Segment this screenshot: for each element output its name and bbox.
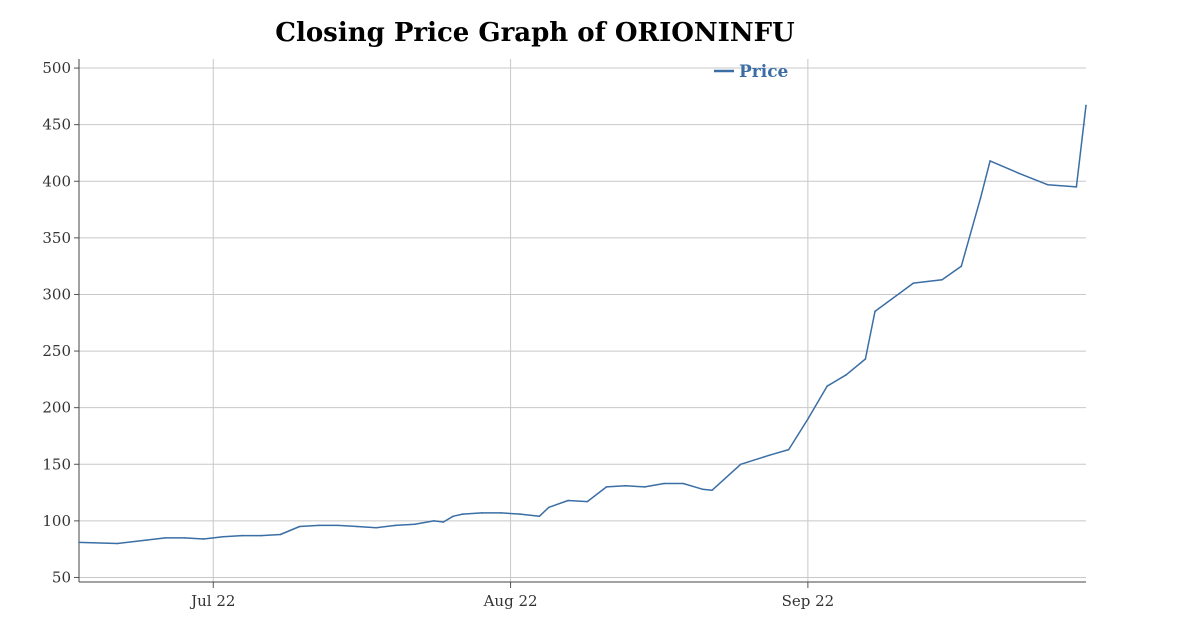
data-point <box>979 197 982 200</box>
data-point <box>989 160 991 162</box>
y-tick-label: 50 <box>52 568 71 586</box>
data-point <box>826 385 828 387</box>
y-tick-label: 150 <box>42 455 71 473</box>
data-point <box>845 374 848 376</box>
data-point <box>768 454 771 457</box>
y-tick-label: 200 <box>42 399 71 417</box>
data-point <box>433 520 435 522</box>
data-point <box>145 539 147 541</box>
data-point <box>874 310 876 313</box>
data-point <box>317 524 320 527</box>
chart-title: Closing Price Graph of ORIONINFU <box>275 18 795 48</box>
data-point <box>624 484 627 487</box>
data-point <box>787 448 790 451</box>
data-point <box>663 482 665 485</box>
data-point <box>78 541 80 544</box>
x-tick-label: Aug 22 <box>483 592 538 610</box>
data-point <box>807 418 809 420</box>
data-point <box>739 463 742 466</box>
data-point <box>711 489 713 492</box>
data-point <box>912 282 915 284</box>
data-point <box>375 526 378 529</box>
series-line-price <box>78 105 1087 545</box>
data-point <box>960 265 963 267</box>
data-point <box>452 515 454 518</box>
data-point <box>701 488 704 490</box>
data-point <box>682 482 684 485</box>
x-tick-label: Jul 22 <box>189 592 235 610</box>
data-point <box>183 537 186 539</box>
legend-label: Price <box>739 62 789 82</box>
data-point <box>941 278 943 281</box>
data-point <box>442 521 445 523</box>
data-point <box>164 537 167 539</box>
y-tick-label: 100 <box>42 512 71 530</box>
data-point <box>548 506 550 509</box>
axes: 50 100 150 200 250 300 350 400 450 500 Jul 22 Aug 2… <box>42 59 1086 610</box>
data-point <box>605 486 608 488</box>
x-tick-label: Sep 22 <box>782 592 835 610</box>
data-point <box>394 524 397 527</box>
data-point <box>1046 183 1049 186</box>
data-point <box>461 513 464 515</box>
y-tick-label: 250 <box>42 342 71 360</box>
data-point <box>202 538 205 540</box>
y-tick-label: 350 <box>42 229 71 247</box>
y-tick-label: 450 <box>42 116 71 134</box>
data-point <box>1018 172 1020 175</box>
data-point <box>222 535 224 538</box>
data-point <box>567 499 569 502</box>
data-point <box>864 358 867 360</box>
series-layer <box>78 104 1087 545</box>
y-tick-label: 500 <box>42 59 71 77</box>
data-point <box>538 515 541 518</box>
data-point <box>260 534 263 537</box>
data-point <box>279 533 282 536</box>
y-tick-label: 300 <box>42 285 71 303</box>
data-point <box>298 525 301 528</box>
data-point <box>413 523 416 526</box>
legend: Price <box>714 62 789 82</box>
data-point <box>644 486 646 488</box>
y-tick-label: 400 <box>42 172 71 190</box>
data-point <box>586 500 589 503</box>
gridlines <box>79 59 1086 582</box>
data-point <box>337 524 339 527</box>
data-point <box>116 542 119 545</box>
data-point <box>241 534 243 537</box>
data-point <box>1075 186 1078 188</box>
data-point <box>356 525 358 528</box>
data-point <box>481 512 483 514</box>
data-point <box>519 513 521 515</box>
data-point <box>1085 104 1087 107</box>
data-point <box>500 512 502 514</box>
